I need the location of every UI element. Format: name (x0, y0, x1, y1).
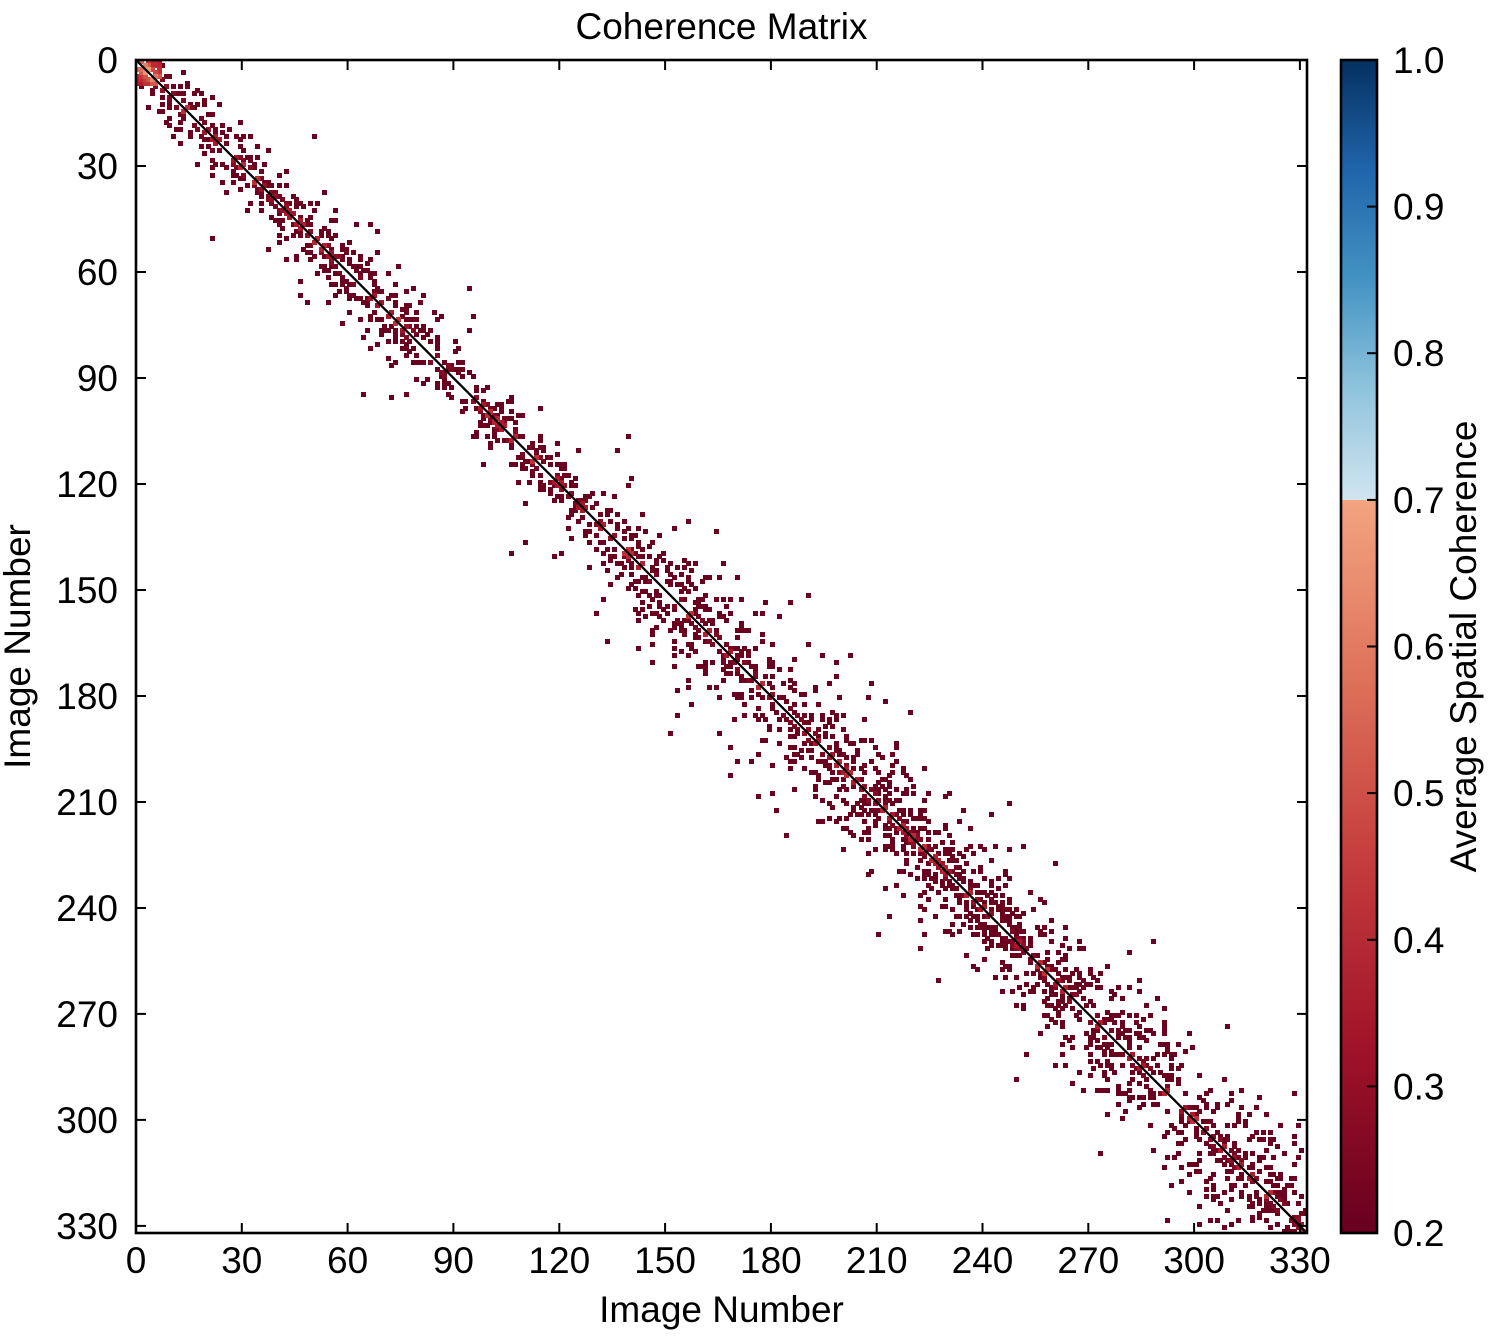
svg-text:180: 180 (740, 1240, 802, 1281)
svg-text:0.2: 0.2 (1393, 1213, 1444, 1254)
svg-text:Average Spatial Coherence: Average Spatial Coherence (1443, 421, 1484, 873)
svg-text:300: 300 (1163, 1240, 1225, 1281)
svg-text:1.0: 1.0 (1393, 40, 1444, 81)
svg-text:270: 270 (1057, 1240, 1119, 1281)
svg-text:0.9: 0.9 (1393, 187, 1444, 228)
svg-text:240: 240 (56, 888, 118, 929)
svg-text:240: 240 (952, 1240, 1014, 1281)
svg-text:Image Number: Image Number (599, 1289, 844, 1330)
svg-text:90: 90 (433, 1240, 474, 1281)
svg-text:30: 30 (221, 1240, 262, 1281)
svg-text:120: 120 (56, 464, 118, 505)
svg-text:0.4: 0.4 (1393, 920, 1444, 961)
svg-text:Coherence Matrix: Coherence Matrix (575, 6, 868, 47)
svg-text:60: 60 (77, 252, 118, 293)
svg-text:0: 0 (126, 1240, 147, 1281)
svg-text:150: 150 (56, 570, 118, 611)
svg-text:330: 330 (56, 1206, 118, 1247)
svg-text:60: 60 (327, 1240, 368, 1281)
svg-text:330: 330 (1269, 1240, 1331, 1281)
svg-text:30: 30 (77, 146, 118, 187)
svg-text:0: 0 (97, 40, 118, 81)
svg-text:120: 120 (528, 1240, 590, 1281)
svg-text:0.5: 0.5 (1393, 773, 1444, 814)
svg-text:90: 90 (77, 358, 118, 399)
svg-text:210: 210 (56, 782, 118, 823)
svg-text:0.8: 0.8 (1393, 333, 1444, 374)
svg-text:270: 270 (56, 994, 118, 1035)
svg-text:300: 300 (56, 1100, 118, 1141)
svg-text:0.6: 0.6 (1393, 627, 1444, 668)
svg-text:Image Number: Image Number (0, 524, 38, 769)
svg-text:210: 210 (846, 1240, 908, 1281)
svg-text:180: 180 (56, 676, 118, 717)
svg-text:0.3: 0.3 (1393, 1066, 1444, 1107)
svg-text:150: 150 (634, 1240, 696, 1281)
svg-text:0.7: 0.7 (1393, 480, 1444, 521)
